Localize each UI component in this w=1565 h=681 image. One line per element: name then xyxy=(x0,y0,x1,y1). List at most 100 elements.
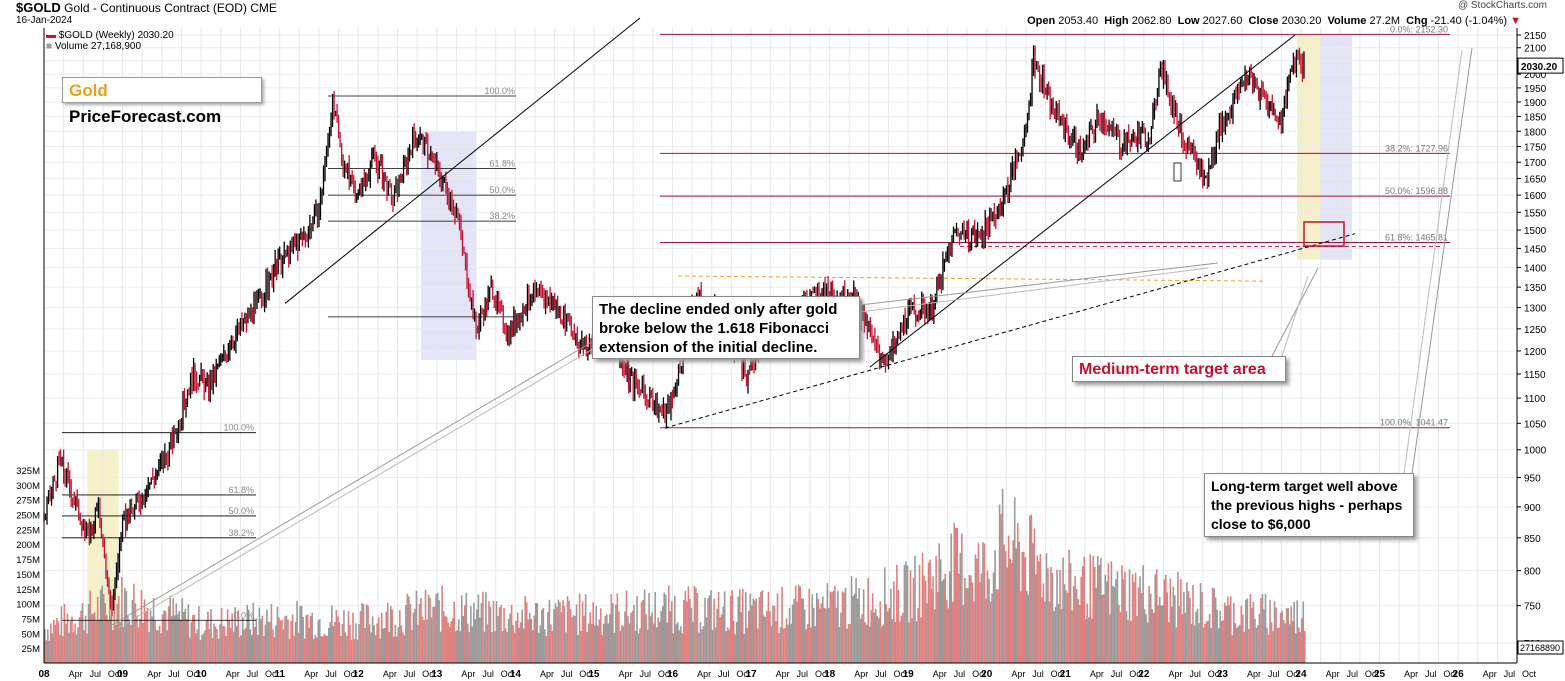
x-tick-label: 25 xyxy=(1374,669,1386,680)
volume-bar xyxy=(93,612,96,663)
volume-bar xyxy=(359,611,362,663)
volume-bar xyxy=(775,620,777,663)
volume-bar xyxy=(170,616,173,663)
volume-bar xyxy=(418,603,421,663)
volume-bar xyxy=(1254,618,1256,663)
y-tick-label: 1000 xyxy=(1524,446,1547,457)
x-tick-label: Jul xyxy=(954,669,966,679)
volume-bar xyxy=(612,603,614,663)
volume-bar xyxy=(352,612,354,663)
volume-bar xyxy=(130,624,132,663)
volume-bar xyxy=(436,592,439,663)
volume-bar xyxy=(226,609,229,663)
logo-part1: Gold xyxy=(69,81,108,100)
x-tick-label: Jul xyxy=(718,669,730,679)
volume-bar xyxy=(63,604,66,663)
volume-bar xyxy=(1189,597,1191,663)
volume-bar xyxy=(374,635,377,663)
x-tick-label: Oct xyxy=(736,669,751,679)
x-tick-label: Jul xyxy=(247,669,259,679)
volume-bar xyxy=(1198,623,1200,663)
volume-bar xyxy=(1154,574,1157,663)
volume-bar xyxy=(454,631,457,663)
volume-bar xyxy=(447,622,449,663)
volume-bar xyxy=(519,622,522,663)
volume-bar xyxy=(932,576,934,663)
volume-bar xyxy=(557,599,560,663)
volume-bar xyxy=(356,639,359,663)
x-tick-label: Oct xyxy=(1443,669,1458,679)
volume-bar xyxy=(622,626,625,663)
low-label: Low xyxy=(1177,15,1200,27)
x-tick-label: 24 xyxy=(1295,669,1307,680)
volume-bar xyxy=(1291,620,1294,663)
volume-bar xyxy=(542,607,545,663)
volume-bar xyxy=(1216,609,1218,663)
volume-bar xyxy=(607,623,610,663)
volume-bar xyxy=(752,598,755,663)
volume-bar xyxy=(865,624,868,663)
volume-bar xyxy=(847,624,850,663)
volume-bar xyxy=(615,604,617,663)
volume-bar xyxy=(402,632,404,663)
volume-bar xyxy=(855,578,857,663)
volume-bar xyxy=(970,575,972,663)
volume-bar xyxy=(172,597,175,663)
volume-bar xyxy=(293,635,295,663)
volume-bar xyxy=(1168,622,1170,663)
volume-bar xyxy=(918,564,921,663)
volume-bar xyxy=(474,619,477,663)
volume-bar xyxy=(1033,528,1036,663)
close-label: Close xyxy=(1248,15,1279,27)
volume-bar xyxy=(900,615,903,663)
volume-bar xyxy=(309,616,312,663)
fibonacci-levels: 0.0%: 2152.30 38.2%: 1727.96 50.0%: 1596.8… xyxy=(62,24,1450,621)
volume-bar xyxy=(155,630,158,663)
x-tick-label: Jul xyxy=(1189,669,1201,679)
volume-bar xyxy=(483,631,486,663)
volume-bar xyxy=(119,621,122,663)
x-tick-label: Oct xyxy=(501,669,516,679)
volume-bar xyxy=(1057,603,1060,663)
x-tick-label: Jul xyxy=(482,669,494,679)
volume-bar xyxy=(306,614,309,663)
volume-bar xyxy=(1095,587,1098,663)
volume-bar xyxy=(565,632,567,663)
volume-bar xyxy=(445,616,448,663)
volume-bar xyxy=(941,581,943,663)
volume-bar xyxy=(982,542,984,663)
volume-bar xyxy=(362,604,365,663)
x-tick-label: Oct xyxy=(1365,669,1380,679)
volume-bar xyxy=(737,596,740,663)
volume-bar xyxy=(793,598,795,663)
volume-bar xyxy=(140,589,143,663)
volume-bar xyxy=(266,609,268,663)
volume-bar xyxy=(794,585,797,663)
x-tick-label: 08 xyxy=(38,669,50,680)
volume-bar xyxy=(1074,575,1076,663)
symbol: $GOLD xyxy=(16,0,61,15)
volume-bar xyxy=(876,616,879,663)
volume-bar xyxy=(246,604,249,663)
volume-bar xyxy=(998,504,1001,663)
volume-bar xyxy=(908,622,910,663)
volume-bar xyxy=(991,593,993,663)
volume-bar xyxy=(1243,631,1246,663)
volume-bar xyxy=(1240,605,1243,663)
volume-bar xyxy=(787,624,789,663)
volume-bar xyxy=(1140,593,1143,663)
legend-volume-text: Volume 27,168,900 xyxy=(54,41,142,52)
volume-bar xyxy=(332,626,335,663)
volume-bar xyxy=(51,633,54,663)
volume-bar xyxy=(1087,617,1090,663)
volume-bar xyxy=(142,622,144,663)
y-tick-label: 2150 xyxy=(1524,31,1547,42)
volume-bar xyxy=(57,621,60,663)
x-tick-label: Apr xyxy=(1247,669,1261,679)
volume-bar xyxy=(592,602,595,663)
volume-bar xyxy=(1232,602,1235,663)
volume-bar xyxy=(1080,576,1082,663)
volume-bar xyxy=(735,621,738,663)
volume-bar xyxy=(630,612,632,663)
volume-bar xyxy=(1184,612,1187,663)
